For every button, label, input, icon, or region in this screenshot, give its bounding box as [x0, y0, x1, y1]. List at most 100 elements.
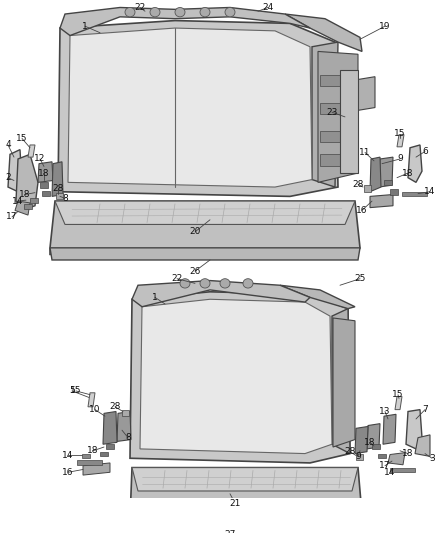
Text: 14: 14	[62, 451, 74, 460]
Circle shape	[180, 279, 190, 288]
Polygon shape	[370, 195, 393, 208]
Bar	[320, 131, 350, 142]
Bar	[320, 103, 350, 114]
Text: 18: 18	[87, 446, 99, 455]
Bar	[30, 198, 38, 203]
Text: 10: 10	[89, 405, 101, 414]
Text: 28: 28	[110, 402, 121, 411]
Text: 14: 14	[384, 468, 396, 477]
Text: 8: 8	[62, 194, 68, 203]
Bar	[402, 192, 427, 196]
Text: 16: 16	[356, 206, 368, 215]
Polygon shape	[370, 157, 381, 192]
Text: 5: 5	[69, 386, 75, 395]
Polygon shape	[280, 285, 355, 309]
Polygon shape	[406, 410, 422, 449]
Polygon shape	[15, 201, 30, 215]
Polygon shape	[408, 145, 422, 182]
Bar	[100, 451, 108, 456]
Polygon shape	[397, 135, 404, 147]
Text: 9: 9	[397, 155, 403, 164]
Bar	[384, 180, 392, 185]
Bar	[122, 410, 129, 416]
Polygon shape	[130, 292, 350, 463]
Polygon shape	[332, 309, 350, 454]
Text: 27: 27	[224, 530, 236, 533]
Text: 15: 15	[394, 129, 406, 138]
Bar	[372, 444, 380, 449]
Text: 4: 4	[5, 141, 11, 149]
Text: 14: 14	[424, 187, 436, 196]
Polygon shape	[130, 467, 362, 526]
Text: 25: 25	[354, 274, 366, 283]
Polygon shape	[358, 77, 375, 110]
Polygon shape	[55, 201, 355, 224]
Text: 2: 2	[5, 173, 11, 182]
Polygon shape	[8, 150, 22, 192]
Polygon shape	[415, 435, 430, 456]
Polygon shape	[132, 467, 358, 491]
Text: 22: 22	[134, 3, 145, 12]
Circle shape	[200, 7, 210, 17]
Polygon shape	[52, 162, 63, 196]
Text: 18: 18	[364, 438, 376, 447]
Bar	[390, 467, 415, 472]
Text: 17: 17	[379, 461, 391, 470]
Polygon shape	[355, 426, 368, 454]
Text: 19: 19	[379, 22, 391, 31]
Polygon shape	[117, 411, 131, 441]
Polygon shape	[318, 52, 358, 182]
Text: 20: 20	[189, 228, 201, 237]
Polygon shape	[367, 424, 380, 449]
Polygon shape	[50, 248, 360, 260]
Polygon shape	[285, 14, 362, 52]
Text: 9: 9	[355, 452, 361, 461]
Bar	[56, 192, 63, 199]
Polygon shape	[388, 453, 405, 465]
Text: 15: 15	[392, 390, 404, 399]
Polygon shape	[16, 155, 38, 211]
Bar	[77, 460, 102, 465]
Bar	[320, 75, 350, 86]
Text: 12: 12	[34, 155, 46, 164]
Polygon shape	[379, 157, 393, 187]
Bar	[320, 155, 350, 166]
Text: 17: 17	[6, 213, 18, 222]
Text: 26: 26	[189, 266, 201, 276]
Text: 8: 8	[125, 433, 131, 442]
Bar	[82, 454, 90, 458]
Text: 18: 18	[38, 168, 50, 177]
Polygon shape	[68, 28, 312, 187]
Bar	[364, 185, 371, 192]
Bar	[356, 454, 363, 460]
Text: 21: 21	[230, 499, 241, 507]
Circle shape	[125, 7, 135, 17]
Text: 18: 18	[19, 190, 31, 199]
Bar	[42, 191, 50, 196]
Polygon shape	[140, 299, 332, 454]
Polygon shape	[28, 145, 35, 157]
Polygon shape	[333, 318, 355, 447]
Bar	[24, 204, 32, 208]
Polygon shape	[130, 516, 362, 529]
Bar	[378, 454, 386, 458]
Polygon shape	[50, 201, 360, 257]
Text: 1: 1	[82, 22, 88, 31]
Text: 3: 3	[429, 454, 435, 463]
Circle shape	[220, 279, 230, 288]
Polygon shape	[312, 42, 338, 187]
Polygon shape	[88, 393, 95, 407]
Text: 15: 15	[70, 386, 82, 395]
Text: 24: 24	[262, 3, 274, 12]
Bar	[390, 189, 398, 195]
Polygon shape	[83, 463, 110, 475]
Polygon shape	[58, 21, 338, 196]
Text: 6: 6	[422, 147, 428, 156]
Polygon shape	[38, 162, 53, 182]
Text: 16: 16	[62, 468, 74, 477]
Circle shape	[150, 7, 160, 17]
Text: 14: 14	[12, 197, 24, 206]
Circle shape	[175, 7, 185, 17]
Text: 18: 18	[402, 449, 414, 458]
Polygon shape	[132, 280, 310, 307]
